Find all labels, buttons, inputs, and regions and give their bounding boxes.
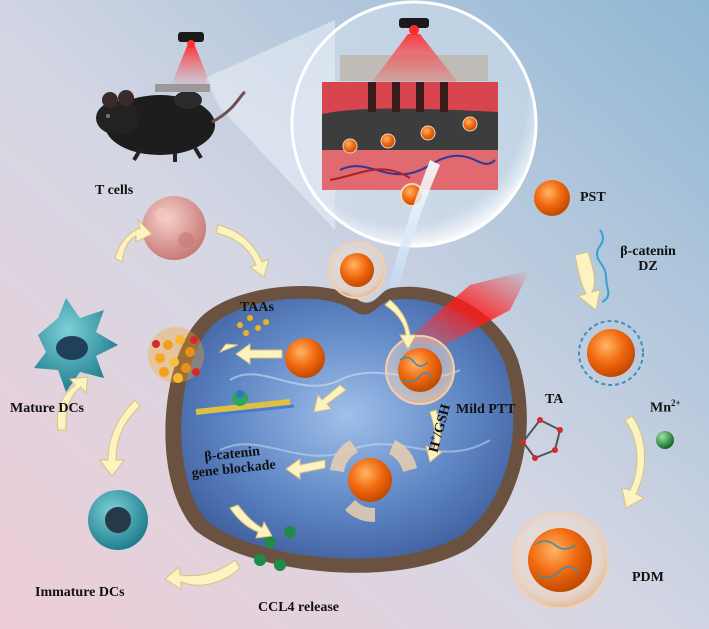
taa-cluster: [148, 327, 204, 383]
intracellular-arrows: [229, 299, 444, 539]
mature-dc-icon: [34, 298, 118, 392]
pdm-particle: [511, 511, 609, 609]
label-mature-dcs: Mature DCs: [10, 401, 85, 416]
label-immature-dcs: Immature DCs: [35, 585, 125, 600]
label-beta-catenin-dz-line1: β-catenin: [620, 244, 676, 259]
label-t-cells: T cells: [95, 183, 134, 198]
label-beta-catenin-dz-line2: DZ: [638, 259, 658, 275]
label-mn-ion: Mn2+: [650, 398, 681, 416]
skin-tissue-icon: [290, 0, 538, 248]
label-pst: PST: [580, 190, 606, 205]
degraded-particle: [330, 440, 417, 523]
ccl4-molecules: [254, 526, 296, 571]
dna-zyme-icon: [195, 390, 295, 418]
cycle-arrows: [56, 218, 270, 590]
laser-emitter-icon: [170, 32, 212, 88]
blood-stream: [385, 160, 440, 302]
immature-dc-icon: [88, 490, 148, 550]
pdm-nanoparticle-entering: [328, 241, 386, 299]
label-ccl4-release: CCL4 release: [258, 600, 339, 615]
taa-dots: [237, 315, 269, 336]
mn-ion-icon: [656, 431, 674, 449]
label-taas: TAAs: [240, 300, 274, 315]
pst-dz-particle: [578, 320, 644, 386]
label-mild-ptt: Mild PTT: [456, 402, 516, 417]
dna-strand-icon: [596, 229, 610, 303]
synthesis-arrows: [574, 251, 646, 509]
pdm-nanoparticle-ptt: [385, 335, 455, 405]
laser-irradiation: [400, 270, 530, 345]
label-mn-base: Mn: [650, 400, 671, 416]
label-beta-catenin-dz: β-catenin DZ: [612, 244, 684, 275]
label-ta: TA: [545, 392, 564, 407]
mouse-icon: [96, 84, 246, 162]
tannic-acid-molecule-icon: [520, 417, 563, 461]
label-mn-charge: 2+: [671, 398, 681, 408]
t-cell-icon: [142, 196, 206, 260]
pst-core-in-cell: [285, 338, 325, 378]
pst-icon: [534, 180, 570, 216]
label-pdm: PDM: [632, 570, 664, 585]
